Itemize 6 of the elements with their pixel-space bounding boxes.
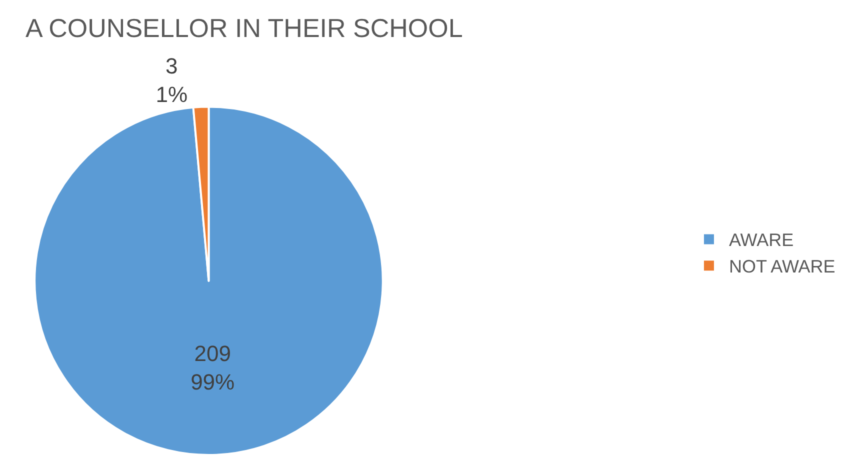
legend-label: NOT AWARE bbox=[728, 256, 836, 277]
pie-slice bbox=[34, 106, 384, 456]
data-label: 209 99% bbox=[190, 341, 235, 395]
chart-title: A COUNSELLOR IN THEIR SCHOOL bbox=[26, 12, 463, 43]
data-label: 3 1% bbox=[156, 53, 188, 107]
legend-label: AWARE bbox=[728, 230, 794, 250]
